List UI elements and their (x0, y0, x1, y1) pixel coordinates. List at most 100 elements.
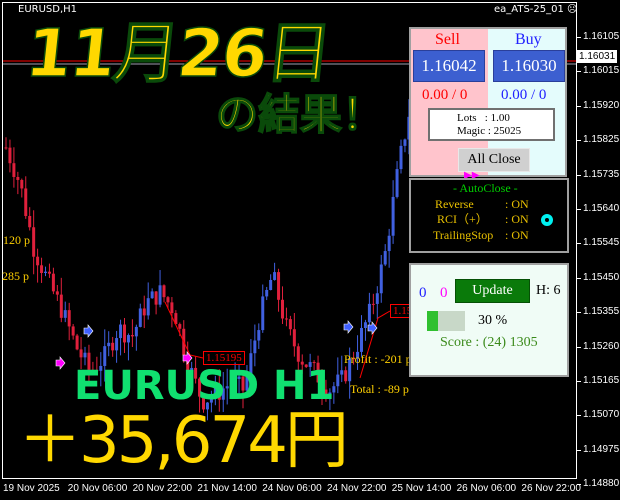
ea-name: ea_ATS-25_01 ☹ (494, 4, 577, 16)
update-button[interactable]: Update (455, 279, 530, 303)
symbol-label: EURUSD,H1 (18, 4, 78, 15)
tick-mark (577, 243, 581, 245)
candle-body (134, 326, 138, 337)
entry-price-box: 1.15195 (203, 351, 245, 365)
candle-body (296, 346, 300, 362)
tick-mark (577, 140, 581, 142)
price-tick: 1.16015 (583, 65, 620, 77)
status-ring-icon[interactable] (541, 214, 553, 226)
candle-body (371, 303, 375, 305)
candle-body (245, 376, 249, 391)
count-blue: 0 (419, 285, 427, 301)
candle-body (336, 374, 340, 387)
time-tick: 25 Nov 14:00 (391, 483, 452, 494)
trade-arrow-icon (83, 324, 94, 338)
price-tick: 1.15640 (583, 203, 620, 214)
candle-body (399, 145, 403, 170)
candle-body (87, 352, 91, 370)
candle-body (115, 338, 119, 351)
tick-mark (577, 174, 581, 176)
candle-body (237, 376, 241, 379)
lots-value: Lots : 1.00 (457, 112, 510, 124)
buy-label: Buy (515, 31, 542, 48)
candle-body (403, 139, 407, 146)
price-tick: 1.15165 (583, 375, 620, 386)
trade-arrow-icon (343, 320, 354, 334)
candle-body (178, 324, 182, 329)
candle-body (225, 386, 229, 389)
candle-body (328, 392, 332, 397)
candle-body (111, 342, 115, 351)
candle-body (332, 386, 336, 393)
sell-button[interactable]: 1.16042 (413, 50, 485, 82)
candle-body (44, 271, 47, 273)
all-close-button[interactable]: All Close (458, 148, 530, 172)
candle-body (284, 318, 288, 320)
candle-body (363, 322, 367, 328)
candle-body (265, 289, 269, 297)
candle-body (395, 169, 399, 197)
candle-body (40, 265, 44, 273)
candle-body (126, 335, 130, 343)
buy-button[interactable]: 1.16030 (493, 50, 565, 82)
score-text: Score : (24) 1305 (440, 335, 538, 350)
candle-body (269, 279, 273, 290)
candle-body (24, 188, 28, 216)
candle-body (71, 326, 75, 336)
candle-body (233, 378, 237, 385)
candle-body (162, 285, 166, 298)
candle-body (221, 388, 225, 400)
candle-body (391, 196, 395, 236)
candle-body (249, 353, 253, 377)
price-tick: 1.15735 (583, 168, 620, 180)
candle-body (130, 335, 134, 337)
pair-title: EURUSD H1 (74, 363, 335, 409)
candle-body (257, 330, 261, 341)
candle-body (387, 235, 391, 252)
tick-mark (577, 312, 581, 314)
time-tick: 26 Nov 06:00 (456, 483, 517, 494)
price-tick: 1.14880 (583, 478, 620, 490)
candle-body (47, 271, 51, 274)
price-tick: 1.15545 (583, 237, 620, 249)
candle-body (360, 327, 363, 352)
h-label: H: 6 (536, 283, 561, 298)
candle-body (292, 329, 296, 347)
candle-body (8, 147, 12, 164)
candle-body (352, 358, 356, 360)
candle-body (150, 291, 154, 299)
status-panel: 0 0 Update H: 6 30 % Score : (24) 1305 (409, 263, 569, 377)
rci-label: RCI（+） (437, 212, 488, 226)
tick-mark (577, 277, 581, 279)
candle-body (205, 402, 209, 410)
candle-body (209, 397, 213, 403)
candle-body (253, 340, 257, 354)
sad-face-icon: ☹ (567, 4, 578, 15)
candle-body (95, 370, 99, 372)
result-title: の結果！ (215, 90, 385, 139)
candle-body (304, 364, 308, 367)
candle-body (79, 349, 83, 358)
candle-body (316, 362, 320, 383)
candle-body (146, 298, 150, 316)
candle-body (300, 361, 304, 365)
date-title: 11月26日 (21, 14, 334, 93)
candle-body (261, 296, 265, 331)
price-tick: 1.15260 (583, 340, 620, 352)
candle-body (213, 385, 217, 398)
candle-body (63, 310, 67, 318)
time-tick: 20 Nov 22:00 (132, 483, 193, 494)
candle-body (99, 365, 103, 371)
candle-body (67, 310, 71, 327)
reverse-value: : ON (505, 197, 529, 211)
candle-body (379, 264, 383, 294)
pips-label: 285 p (2, 269, 29, 283)
trailingstop-label: TrailingStop (433, 228, 494, 242)
price-tick: 1.15450 (583, 271, 620, 283)
pips-label: 120 p (3, 233, 30, 247)
count-magenta: 0 (440, 285, 448, 301)
candle-body (277, 272, 281, 300)
trailingstop-value: : ON (505, 228, 529, 242)
move-handle-icon[interactable]: ▶▶ (464, 170, 480, 181)
